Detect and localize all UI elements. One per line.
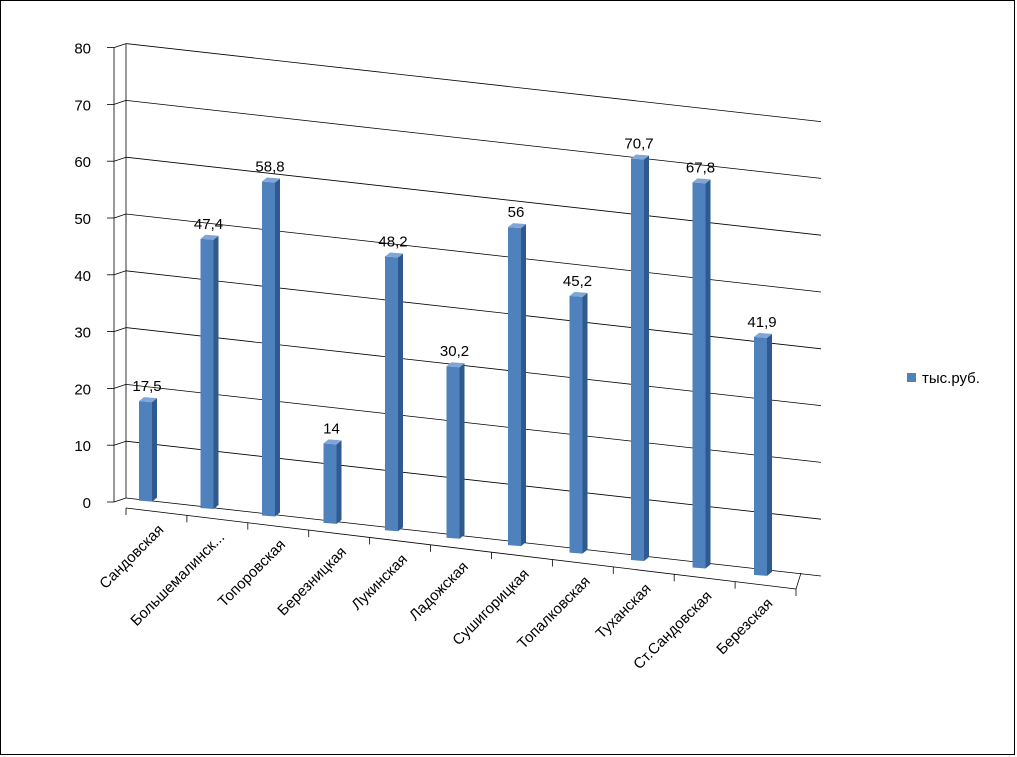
gridline-depth (113, 384, 127, 389)
data-label: 67,8 (686, 159, 715, 176)
bar-side (705, 179, 711, 569)
x-tick-label: Сандовская (96, 521, 167, 592)
gridline (125, 384, 822, 463)
gridline (125, 43, 822, 122)
gridline (125, 156, 822, 236)
x-axis (125, 507, 797, 590)
bar-side (213, 235, 219, 510)
bar-top (569, 291, 588, 297)
bar-top (692, 178, 711, 184)
bar (446, 366, 460, 539)
gridline-depth (113, 156, 127, 162)
x-tick-labels: СандовскаяБольшемалинск...ТопоровскаяБер… (96, 521, 776, 673)
bar (754, 336, 767, 576)
y-tick-label: 30 (74, 325, 91, 342)
bar-side (459, 363, 465, 539)
bar-top (631, 154, 649, 160)
data-label: 14 (323, 420, 340, 437)
y-tick-label: 10 (74, 438, 91, 455)
gridline-depth (113, 213, 127, 219)
bar-top (139, 397, 157, 403)
gridline (125, 100, 822, 179)
x-tick-label: Туханская (593, 580, 655, 642)
gridlines (113, 43, 822, 577)
bar (200, 238, 214, 510)
gridline (125, 270, 822, 350)
data-label: 45,2 (563, 273, 592, 290)
bar (139, 401, 152, 502)
bars (139, 154, 772, 576)
data-label: 56 (508, 204, 525, 221)
y-tick-label: 50 (74, 211, 91, 228)
bar (569, 295, 583, 554)
data-label: 58,8 (255, 158, 284, 175)
x-tick-label: Топалковская (514, 573, 593, 652)
gridline (125, 213, 822, 293)
bar-top (385, 252, 403, 258)
y-tick-label: 0 (83, 495, 91, 512)
bar-top (262, 177, 280, 183)
legend-label: тыс.руб. (922, 370, 980, 387)
bar-top (446, 362, 465, 368)
bar-top (508, 223, 526, 229)
bar-side (336, 440, 342, 524)
data-label: 30,2 (440, 343, 469, 360)
bar (631, 158, 644, 562)
bar-side (582, 292, 588, 554)
bar-side (521, 224, 526, 547)
gridline (125, 327, 822, 406)
gridline-depth (113, 440, 127, 446)
y-tick-label: 20 (74, 381, 91, 398)
x-tick-label: Ладожская (406, 558, 472, 624)
floor-edge (795, 572, 802, 590)
data-label: 48,2 (378, 234, 407, 251)
bar-side (152, 398, 157, 502)
y-tick-label: 70 (74, 97, 91, 114)
x-tick-label: Топоровская (215, 536, 289, 610)
bar (385, 256, 398, 532)
legend: тыс.руб. (907, 370, 980, 387)
bar (323, 443, 337, 524)
gridline-depth (113, 327, 127, 332)
data-label: 17,5 (132, 378, 161, 395)
bar-side (767, 333, 772, 576)
bar (692, 182, 706, 569)
y-tick-label: 40 (74, 268, 91, 285)
data-label: 70,7 (624, 135, 653, 152)
bar-top (754, 332, 772, 338)
y-tick-labels: 0 10 20 30 40 50 60 70 80 (74, 41, 114, 512)
bar (508, 227, 521, 547)
data-label: 41,9 (747, 314, 776, 331)
x-tick-label: Лукинская (348, 551, 411, 614)
gridline-depth (113, 43, 127, 48)
y-tick-label: 60 (74, 154, 91, 171)
y-tick-label: 80 (74, 41, 91, 58)
bar-side (275, 178, 280, 517)
data-labels: 17,5 47,4 58,8 14 48,2 30,2 56 45,2 70,7 67,8 41,9 (132, 135, 776, 437)
x-tick-label: Березницкая (274, 544, 350, 620)
legend-swatch (907, 373, 916, 382)
x-tick-label: Березская (713, 595, 776, 658)
bar-top (200, 234, 219, 240)
gridline-depth (113, 270, 127, 276)
bar (262, 181, 275, 517)
data-label: 47,4 (194, 216, 223, 233)
gridline-depth (113, 100, 127, 105)
gridline-depth (113, 497, 127, 503)
bar-side (644, 155, 649, 562)
bar-top (323, 439, 342, 445)
gridline (125, 497, 822, 577)
gridline (125, 440, 822, 520)
bar-side (398, 253, 403, 532)
